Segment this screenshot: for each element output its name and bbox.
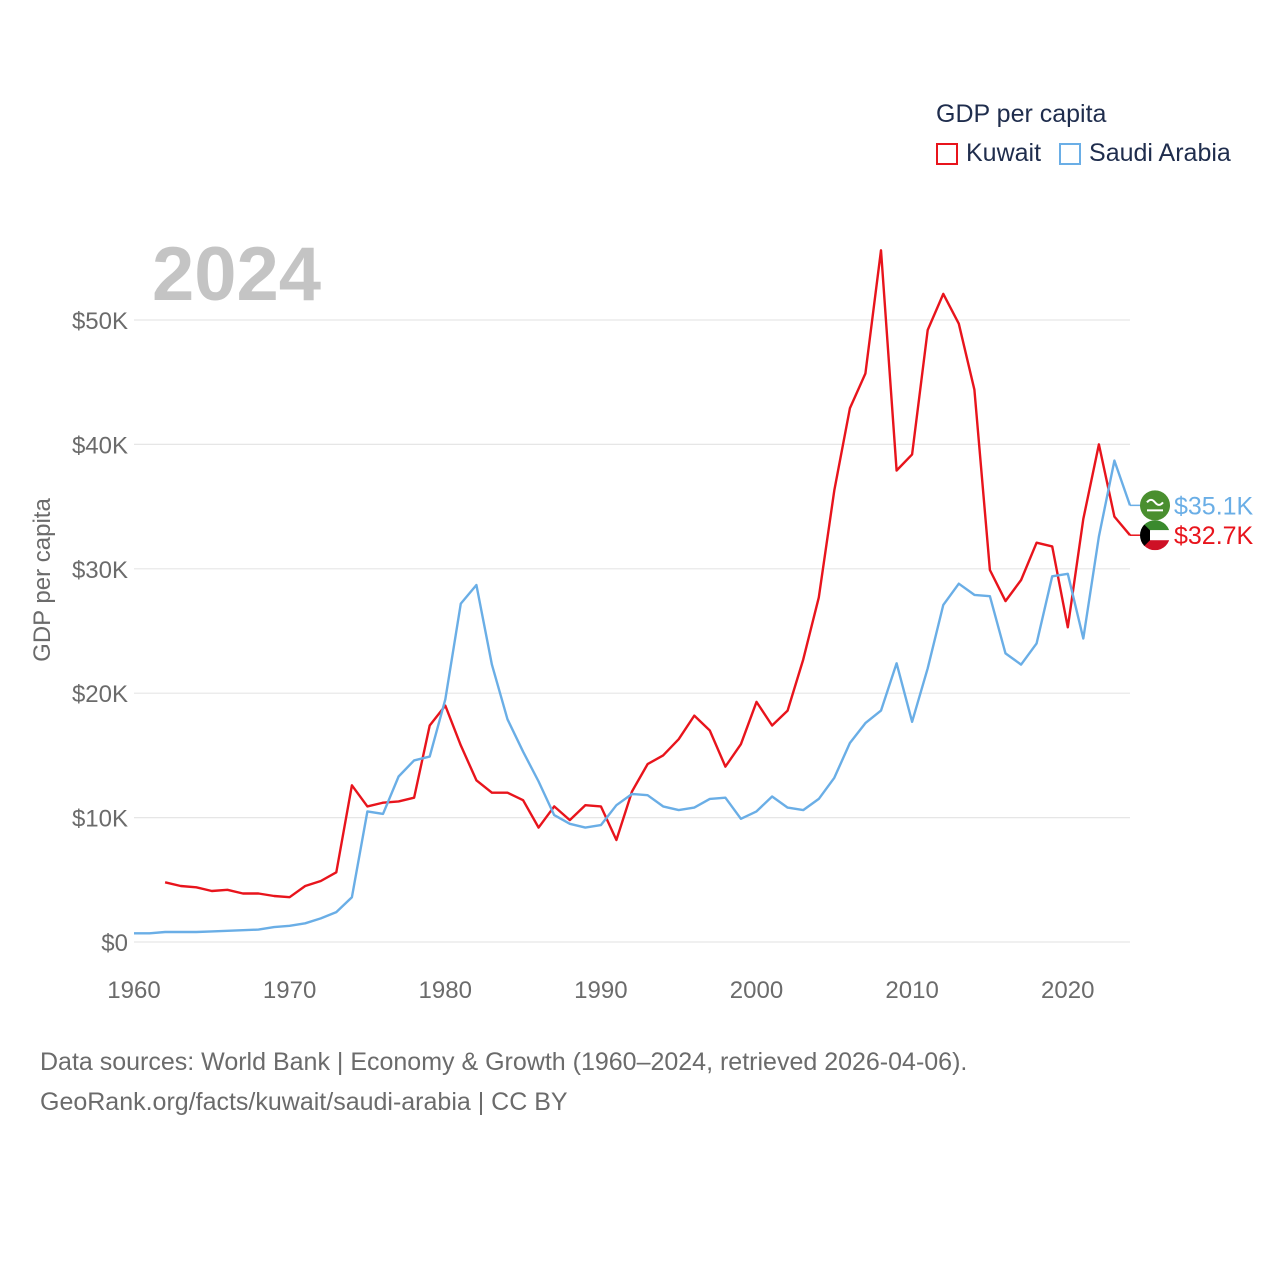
end-value-label-saudi-arabia: $35.1K	[1174, 492, 1254, 520]
source-note: Data sources: World Bank | Economy & Gro…	[40, 1042, 967, 1122]
x-tick-label: 1980	[419, 977, 472, 1004]
legend: GDP per capita Kuwait Saudi Arabia	[936, 100, 1249, 168]
series-end-markers: $32.7K$35.1K	[1130, 490, 1254, 551]
source-line-1: Data sources: World Bank | Economy & Gro…	[40, 1048, 968, 1076]
legend-swatch-saudi-arabia	[1059, 142, 1082, 165]
legend-label-kuwait: Kuwait	[966, 139, 1042, 167]
y-tick-label: $0	[101, 930, 128, 957]
legend-swatch-kuwait	[936, 142, 958, 165]
legend-items: Kuwait Saudi Arabia	[936, 139, 1249, 168]
x-axis-ticks: 1960 1970 1980 1990 2000 2010 2020	[107, 977, 1094, 1004]
legend-label-saudi-arabia: Saudi Arabia	[1089, 139, 1231, 167]
y-axis-label: GDP per capita	[29, 498, 56, 662]
gridlines	[134, 319, 1130, 943]
x-tick-label: 2010	[885, 977, 938, 1004]
end-value-label-kuwait: $32.7K	[1174, 522, 1254, 550]
x-tick-label: 1960	[107, 977, 160, 1004]
y-axis-ticks: $0 $10K $20K $30K $40K $50K	[72, 308, 128, 957]
legend-item-kuwait[interactable]: Kuwait	[936, 139, 1041, 168]
end-marker-kuwait: $32.7K	[1130, 520, 1254, 551]
x-tick-label: 2000	[730, 977, 783, 1004]
y-tick-label: $10K	[72, 806, 128, 833]
y-tick-label: $30K	[72, 557, 128, 584]
source-line-2[interactable]: GeoRank.org/facts/kuwait/saudi-arabia | …	[40, 1088, 568, 1116]
legend-item-saudi-arabia[interactable]: Saudi Arabia	[1059, 139, 1231, 168]
legend-title: GDP per capita	[936, 100, 1107, 128]
end-marker-saudi-arabia: $35.1K	[1130, 490, 1254, 520]
saudi-arabia-flag-icon	[1140, 490, 1170, 521]
y-tick-label: $50K	[72, 308, 128, 335]
y-tick-label: $20K	[72, 681, 128, 708]
series-line-saudi-arabia[interactable]	[134, 459, 1132, 935]
chart-title-year: 2024	[152, 232, 321, 317]
x-tick-label: 2020	[1041, 977, 1094, 1004]
kuwait-flag-icon	[1140, 520, 1170, 551]
series-lines	[134, 249, 1132, 935]
y-tick-label: $40K	[72, 432, 128, 459]
x-tick-label: 1970	[263, 977, 316, 1004]
x-tick-label: 1990	[574, 977, 627, 1004]
series-line-kuwait[interactable]	[164, 249, 1131, 899]
